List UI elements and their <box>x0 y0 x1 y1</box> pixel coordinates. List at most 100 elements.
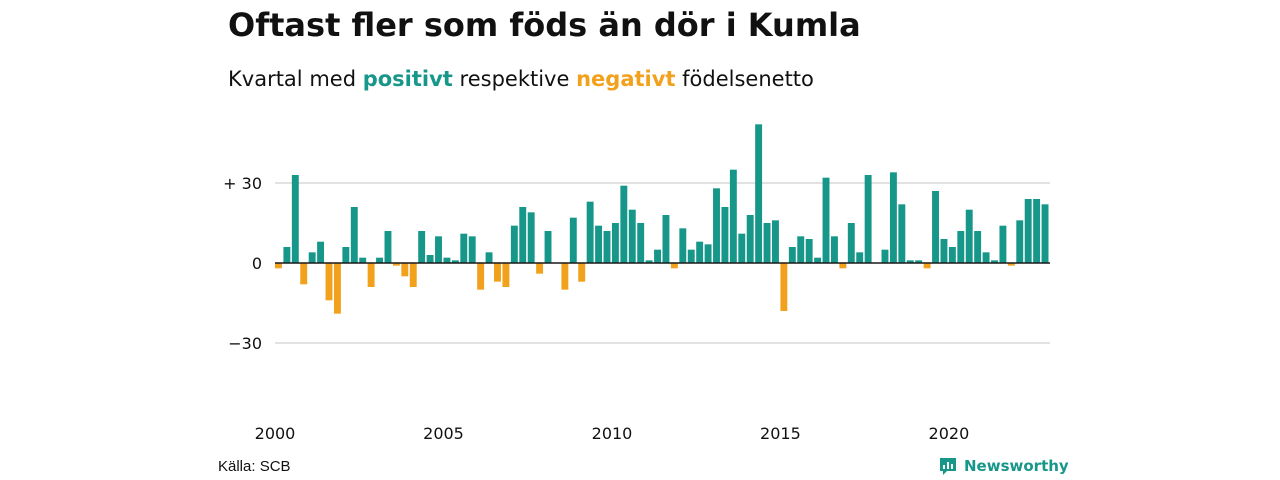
bar-negative <box>502 263 510 287</box>
bar-positive <box>713 188 720 263</box>
bar-positive <box>628 209 636 263</box>
subtitle-text-start: Kvartal med <box>228 67 357 91</box>
bar-positive <box>350 207 358 263</box>
x-axis-labels: 2000 2005 2010 2015 2020 <box>255 424 970 443</box>
chart-subtitle: Kvartal med positivt respektive negativt… <box>228 67 814 91</box>
bar-positive <box>1041 204 1049 263</box>
bar-positive <box>932 191 939 263</box>
bar-positive <box>645 260 653 263</box>
bar-positive <box>822 177 830 263</box>
bar-positive <box>830 236 838 263</box>
chart-title: Oftast fler som föds än dör i Kumla <box>228 6 861 44</box>
bars <box>275 124 1049 314</box>
bar-positive <box>687 249 695 263</box>
bar-negative <box>275 263 282 269</box>
bar-positive <box>999 225 1007 263</box>
bar-positive <box>889 172 897 263</box>
bar-positive <box>586 201 594 263</box>
bar-positive <box>595 225 603 263</box>
bar-positive <box>755 124 763 263</box>
bar-positive <box>847 223 855 263</box>
bar-positive <box>544 231 552 263</box>
bar-negative <box>367 263 375 287</box>
bar-negative <box>494 263 501 282</box>
bar-negative <box>780 263 788 311</box>
bar-positive <box>814 257 822 263</box>
bar-positive <box>611 223 619 263</box>
bar-positive <box>384 231 392 263</box>
bar-positive <box>965 209 973 263</box>
bar-positive <box>856 252 864 263</box>
bar-negative <box>392 263 400 266</box>
bar-positive <box>308 252 316 263</box>
bar-negative <box>401 263 409 277</box>
bar-positive <box>704 244 712 263</box>
bar-positive <box>451 260 459 263</box>
bar-negative <box>1007 263 1015 266</box>
bar-positive <box>906 260 914 263</box>
bar-negative <box>578 263 586 282</box>
bar-positive <box>510 225 518 263</box>
y-tick-label: 0 <box>252 254 262 273</box>
brand-name: Newsworthy <box>964 457 1069 475</box>
bar-positive <box>342 247 350 263</box>
bar-positive <box>283 247 291 263</box>
bar-positive <box>519 207 527 263</box>
bar-positive <box>881 249 889 263</box>
bar-negative <box>333 263 341 314</box>
bar-negative <box>923 263 931 269</box>
x-tick-label: 2000 <box>255 424 296 443</box>
bar-positive <box>729 169 737 263</box>
x-tick-label: 2010 <box>592 424 633 443</box>
bar-positive <box>527 212 535 263</box>
bar-positive <box>1033 199 1041 263</box>
bar-positive <box>426 255 434 263</box>
x-tick-label: 2005 <box>423 424 464 443</box>
bar-positive <box>662 215 670 263</box>
bar-positive <box>291 175 299 263</box>
x-tick-label: 2020 <box>929 424 970 443</box>
y-axis-labels: + 30 0 −30 <box>223 174 262 353</box>
subtitle-text-middle: respektive <box>459 67 570 91</box>
bar-positive <box>435 236 442 263</box>
brand-logo[interactable]: Newsworthy <box>938 456 1069 476</box>
source-note: Källa: SCB <box>218 458 291 475</box>
bar-negative <box>477 263 485 290</box>
bar-positive <box>485 252 493 263</box>
bar-positive <box>721 207 729 263</box>
bar-positive <box>805 239 813 263</box>
subtitle-negative-label: negativt <box>576 67 676 91</box>
bar-positive <box>1016 220 1024 263</box>
bar-positive <box>772 220 779 263</box>
bar-positive <box>746 215 754 263</box>
gridlines <box>275 182 1050 344</box>
bar-positive <box>317 241 325 263</box>
bar-positive <box>376 257 384 263</box>
x-tick-label: 2015 <box>760 424 801 443</box>
newsworthy-logo-icon <box>940 458 956 475</box>
bar-positive <box>468 236 476 263</box>
bar-positive <box>418 231 426 263</box>
bar-negative <box>839 263 847 269</box>
bar-negative <box>409 263 417 287</box>
bar-positive <box>991 260 998 263</box>
bar-positive <box>788 247 796 263</box>
bar-positive <box>359 257 367 263</box>
bar-positive <box>738 233 746 263</box>
subtitle-positive-label: positivt <box>362 67 453 91</box>
bar-positive <box>654 249 661 263</box>
bar-negative <box>300 263 308 285</box>
bar-positive <box>957 231 965 263</box>
subtitle-text-end: födelsenetto <box>682 67 814 91</box>
bar-positive <box>940 239 948 263</box>
y-tick-label: −30 <box>228 334 262 353</box>
bar-positive <box>974 231 982 263</box>
bar-positive <box>982 252 990 263</box>
bar-positive <box>443 257 451 263</box>
bar-positive <box>460 233 468 263</box>
bar-positive <box>679 228 687 263</box>
bar-positive <box>763 223 771 263</box>
bar-positive <box>620 185 628 263</box>
bar-positive <box>569 217 577 263</box>
